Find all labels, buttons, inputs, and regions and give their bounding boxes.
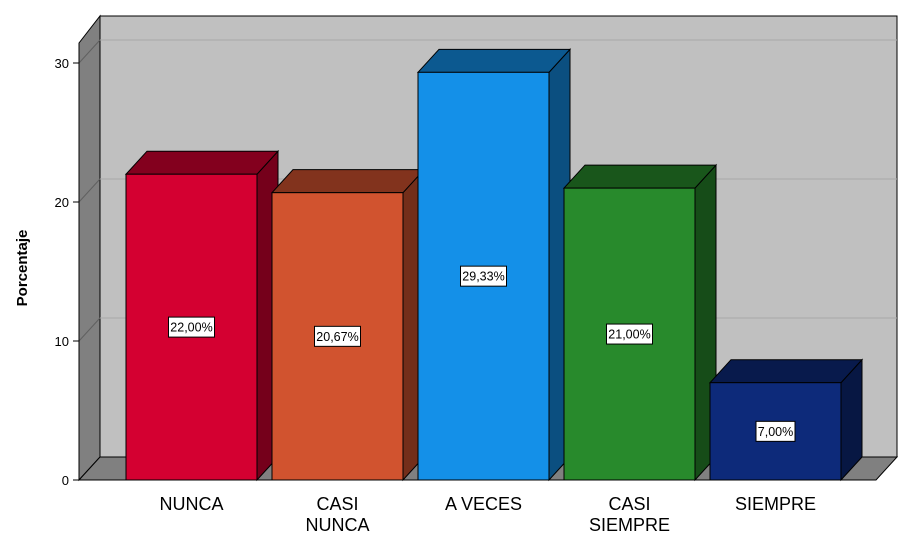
bar	[708, 358, 864, 482]
gridline-side	[78, 317, 101, 342]
y-axis-label: Porcentaje	[14, 230, 31, 307]
category-label: CASI	[608, 494, 650, 514]
y-tick-label: 0	[62, 473, 69, 488]
data-label-box	[314, 325, 361, 347]
category-label: NUNCA	[305, 515, 369, 534]
data-label-text: 7,00%	[758, 425, 793, 439]
data-label: 29,33%	[460, 265, 507, 287]
data-label-text: 21,00%	[608, 328, 650, 342]
y-tick-label: 30	[55, 56, 69, 71]
y-tick-label: 10	[55, 334, 69, 349]
data-label: 7,00%	[755, 420, 796, 442]
bar-top	[124, 150, 280, 175]
y-tick-label: 20	[55, 195, 69, 210]
data-label: 20,67%	[314, 325, 361, 347]
category-label: CASI	[316, 494, 358, 514]
bar	[270, 168, 426, 482]
data-label-box	[606, 323, 653, 345]
data-label: 21,00%	[606, 323, 653, 345]
data-labels: 22,00% 20,67% 29,33% 21,00% 7,00%	[168, 265, 796, 442]
bar	[416, 48, 572, 482]
data-label-box	[460, 265, 507, 287]
bar-top	[270, 169, 426, 194]
category-label: SIEMPRE	[735, 494, 816, 514]
gridline-side	[78, 39, 101, 64]
data-label-text: 20,67%	[316, 330, 358, 344]
category-label: NUNCA	[159, 494, 223, 514]
bar-top	[416, 48, 572, 73]
gridline-side	[78, 178, 101, 203]
bar	[562, 163, 718, 482]
data-label-text: 29,33%	[462, 270, 504, 284]
data-label: 22,00%	[168, 316, 215, 338]
data-label-box	[755, 420, 796, 442]
data-label-box	[168, 316, 215, 338]
category-label: SIEMPRE	[589, 515, 670, 534]
bar	[124, 149, 280, 482]
y-axis: 0 10 20 30	[55, 43, 80, 488]
bar-top	[708, 359, 864, 384]
category-label: A VECES	[445, 494, 522, 514]
bar-top	[562, 164, 718, 189]
side-wall	[78, 14, 101, 482]
data-label-text: 22,00%	[170, 321, 212, 335]
